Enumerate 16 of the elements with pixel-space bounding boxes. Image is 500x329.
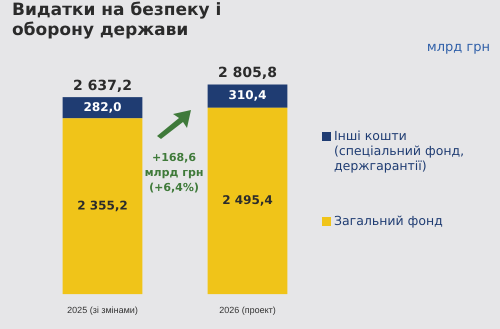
annotation: +168,6 млрд грн (+6,4%) [144,150,204,195]
total-label: 2 637,2 [73,78,132,94]
legend-label: Загальний фонд [334,213,443,228]
text: млрд грн [426,40,490,55]
bar [208,84,288,108]
data-label: 310,4 [228,88,266,102]
bar [62,118,142,294]
x-tick-label: 2025 (зі змінами) [67,305,138,316]
total-label: 2 805,8 [218,65,277,82]
chart-title: Видатки на безпеку і оборону держави [12,0,222,40]
bar [208,108,288,294]
data-label: 2 355,2 [77,198,128,212]
x-tick-label: 2026 (проект) [219,305,276,316]
data-label: 2 495,4 [222,193,273,208]
data-label: 282,0 [84,100,122,114]
legend-label: Інші кошти (спеціальний фонд, держгарантії) [334,128,466,173]
